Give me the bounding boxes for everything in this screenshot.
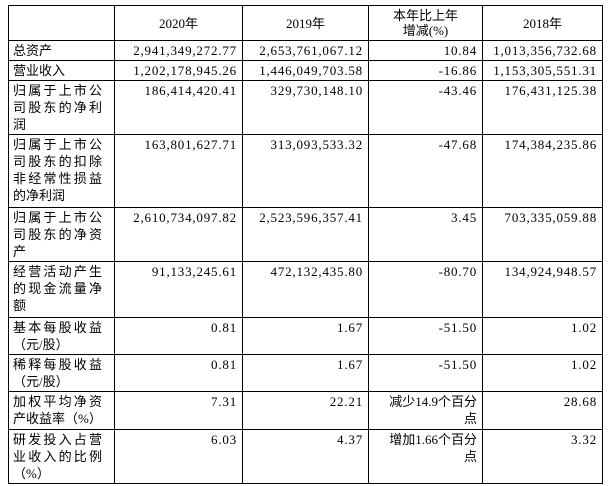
value-cell: 1,153,305,551.31 (482, 60, 603, 81)
value-cell: 472,132,435.80 (242, 261, 369, 318)
value-cell: 176,431,125.38 (482, 80, 603, 135)
table-row: 研发投入占营业收入的比例（%） 6.03 4.37 增加1.66个百分点 3.32 (8, 429, 603, 484)
row-label: 加权平均净资产收益率（%） (8, 391, 115, 430)
value-cell: 174,384,235.86 (482, 134, 603, 208)
value-cell: 1,202,178,945.26 (114, 60, 243, 81)
row-label: 归属于上市公司股东的净资产 (8, 207, 115, 262)
table-row: 加权平均净资产收益率（%） 7.31 22.21 减少14.9个百分点 28.68 (8, 391, 603, 430)
value-cell: 1,446,049,703.58 (242, 60, 369, 81)
column-header-change: 本年比上年增减(%) (368, 5, 483, 41)
value-cell: 313,093,533.32 (242, 134, 369, 208)
value-cell: -16.86 (368, 60, 483, 81)
value-cell: 3.45 (368, 207, 483, 262)
row-label: 经营活动产生的现金流量净额 (8, 261, 115, 318)
value-cell: -80.70 (368, 261, 483, 318)
table-row: 经营活动产生的现金流量净额 91,133,245.61 472,132,435.80… (8, 261, 603, 318)
value-cell: 1,013,356,732.68 (482, 40, 603, 61)
value-cell: 3.32 (482, 429, 603, 484)
value-cell: 1.02 (482, 317, 603, 355)
value-cell: 增加1.66个百分点 (368, 429, 483, 484)
value-cell: 2,523,596,357.41 (242, 207, 369, 262)
value-cell: -43.46 (368, 80, 483, 135)
value-cell: 0.81 (114, 354, 243, 392)
column-header-2020: 2020年 (114, 5, 243, 41)
value-cell: 703,335,059.88 (482, 207, 603, 262)
row-label: 归属于上市公司股东的扣除非经常性损益的净利润 (8, 134, 115, 208)
table-row: 归属于上市公司股东的扣除非经常性损益的净利润 163,801,627.71 313,… (8, 134, 603, 208)
row-label: 归属于上市公司股东的净利润 (8, 80, 115, 135)
row-label: 研发投入占营业收入的比例（%） (8, 429, 115, 484)
row-label: 基本每股收益（元/股） (8, 317, 115, 355)
column-header-label: 本年比上年增减(%) (392, 8, 458, 38)
table-body: 总资产 2,941,349,272.77 2,653,761,067.12 10.84… (8, 40, 603, 484)
value-cell: 10.84 (368, 40, 483, 61)
value-cell: 163,801,627.71 (114, 134, 243, 208)
column-header-empty (8, 5, 115, 41)
value-cell: -51.50 (368, 317, 483, 355)
column-header-2018: 2018年 (482, 5, 603, 41)
row-label: 稀释每股收益（元/股） (8, 354, 115, 392)
value-cell: 186,414,420.41 (114, 80, 243, 135)
value-cell: 7.31 (114, 391, 243, 430)
value-cell: 1.67 (242, 354, 369, 392)
change-text: 增加1.66个百分点 (389, 432, 477, 464)
column-header-2019: 2019年 (242, 5, 369, 41)
value-cell: 1.67 (242, 317, 369, 355)
table-header: 2020年 2019年 本年比上年增减(%) 2018年 (8, 5, 603, 41)
table-row: 归属于上市公司股东的净利润 186,414,420.41 329,730,148.1… (8, 80, 603, 135)
table-row: 营业收入 1,202,178,945.26 1,446,049,703.58 -16.… (8, 60, 603, 81)
table-row: 归属于上市公司股东的净资产 2,610,734,097.82 2,523,596,3… (8, 207, 603, 262)
table-row: 基本每股收益（元/股） 0.81 1.67 -51.50 1.02 (8, 317, 603, 355)
column-header-label: 2020年 (158, 15, 198, 31)
value-cell: 2,941,349,272.77 (114, 40, 243, 61)
value-cell: 28.68 (482, 391, 603, 430)
table-row: 总资产 2,941,349,272.77 2,653,761,067.12 10.84… (8, 40, 603, 61)
row-label: 总资产 (8, 40, 115, 61)
value-cell: 2,610,734,097.82 (114, 207, 243, 262)
value-cell: 6.03 (114, 429, 243, 484)
value-cell: 22.21 (242, 391, 369, 430)
value-cell: 1.02 (482, 354, 603, 392)
row-label: 营业收入 (8, 60, 115, 81)
value-cell: 4.37 (242, 429, 369, 484)
key-financials-table: 2020年 2019年 本年比上年增减(%) 2018年 总资产 2,941,349,2… (8, 5, 603, 484)
value-cell: 2,653,761,067.12 (242, 40, 369, 61)
value-cell: 134,924,948.57 (482, 261, 603, 318)
document-page: 2020年 2019年 本年比上年增减(%) 2018年 总资产 2,941,349,2… (8, 5, 603, 484)
value-cell: 91,133,245.61 (114, 261, 243, 318)
column-header-label: 2018年 (522, 15, 562, 31)
change-text: 减少14.9个百分点 (389, 394, 477, 426)
value-cell: -47.68 (368, 134, 483, 208)
value-cell: 0.81 (114, 317, 243, 355)
value-cell: -51.50 (368, 354, 483, 392)
column-header-label: 2019年 (285, 15, 325, 31)
value-cell: 329,730,148.10 (242, 80, 369, 135)
table-row: 稀释每股收益（元/股） 0.81 1.67 -51.50 1.02 (8, 354, 603, 392)
value-cell: 减少14.9个百分点 (368, 391, 483, 430)
header-row: 2020年 2019年 本年比上年增减(%) 2018年 (8, 5, 603, 41)
